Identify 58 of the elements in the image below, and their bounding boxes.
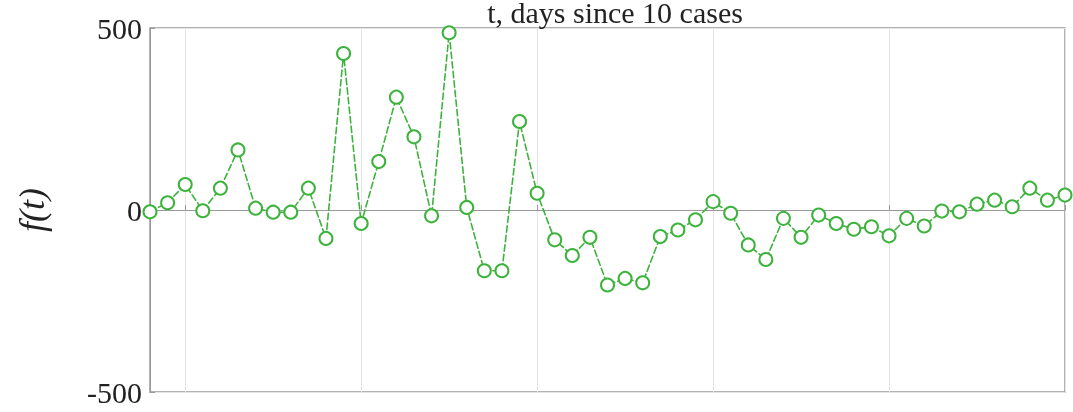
point xyxy=(758,252,774,267)
point xyxy=(248,200,264,216)
point xyxy=(881,228,897,244)
point xyxy=(441,25,457,41)
point xyxy=(371,154,387,170)
point xyxy=(1057,187,1073,203)
point xyxy=(811,207,827,223)
point xyxy=(265,204,281,220)
y-tick-label: -500 xyxy=(87,375,142,409)
point xyxy=(283,204,299,220)
point xyxy=(600,277,615,293)
point xyxy=(846,221,862,237)
point xyxy=(529,185,545,201)
point xyxy=(934,203,950,219)
point xyxy=(336,45,352,61)
y-tick-label: 500 xyxy=(97,11,142,45)
point xyxy=(582,229,598,245)
point xyxy=(318,230,334,246)
chart-title: t, days since 10 cases xyxy=(487,0,743,29)
point xyxy=(230,142,246,158)
point xyxy=(687,212,703,228)
point xyxy=(1039,192,1055,208)
point xyxy=(899,210,915,226)
point xyxy=(300,180,316,196)
point xyxy=(512,114,528,130)
point xyxy=(635,275,651,291)
point xyxy=(142,204,158,220)
point xyxy=(652,229,668,245)
point xyxy=(1022,180,1038,196)
point xyxy=(951,204,967,220)
point xyxy=(828,215,844,231)
point xyxy=(617,270,633,286)
point xyxy=(705,194,721,210)
point xyxy=(476,263,492,279)
point xyxy=(195,203,211,219)
point xyxy=(740,237,756,253)
point xyxy=(969,196,985,212)
point xyxy=(160,195,176,211)
point xyxy=(459,199,475,215)
point xyxy=(177,177,193,193)
point xyxy=(494,263,510,279)
point xyxy=(1004,199,1020,215)
point xyxy=(547,232,563,248)
point xyxy=(793,229,809,245)
point xyxy=(388,89,404,105)
point xyxy=(212,180,228,196)
point xyxy=(406,129,422,145)
point xyxy=(723,205,739,221)
point xyxy=(353,215,369,231)
y-axis-title: f(t) xyxy=(12,188,52,232)
point xyxy=(775,210,791,226)
point xyxy=(987,192,1003,208)
point xyxy=(863,219,879,235)
y-tick-label: 0 xyxy=(127,193,142,227)
point xyxy=(564,248,580,263)
point xyxy=(916,218,932,234)
point xyxy=(670,222,686,238)
point xyxy=(424,208,440,224)
